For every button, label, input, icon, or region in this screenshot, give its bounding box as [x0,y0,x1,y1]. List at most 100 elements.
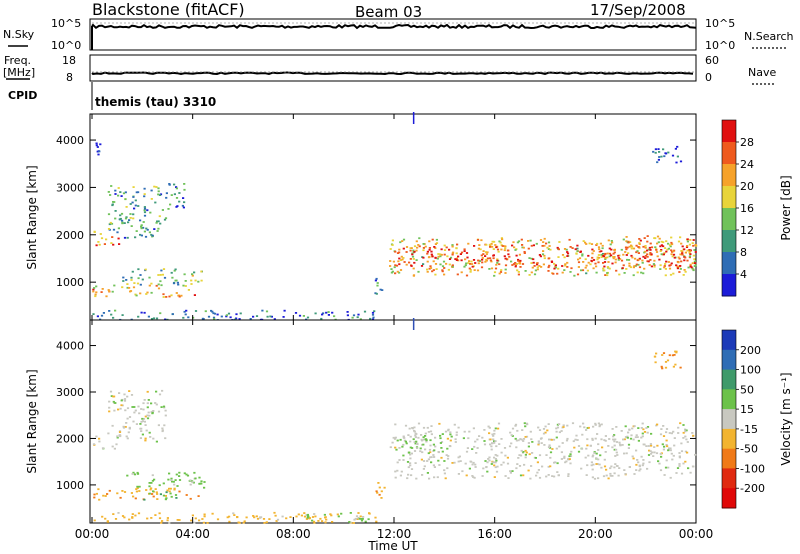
echo-cell [128,426,131,429]
colorbar-swatch [722,349,736,371]
echo-cell [149,488,152,491]
echo-cell [602,255,605,257]
y-tick-label: 2000 [56,432,84,445]
echo-cell [434,445,437,448]
echo-cell [394,250,397,253]
echo-cell [576,244,579,247]
echo-cell [681,245,684,248]
echo-cell [557,267,560,270]
echo-cell [434,273,437,276]
echo-cell [565,460,568,463]
echo-cell [165,296,168,298]
echo-cell [143,420,146,423]
echo-cell [494,427,497,430]
echo-cell [417,244,420,246]
echo-cell [663,474,666,476]
echo-cell [412,438,415,441]
echo-cell [399,269,403,271]
echo-cell [546,246,549,249]
echo-cell [517,240,521,243]
echo-cell [203,481,206,483]
echo-cell [460,251,464,254]
echo-cell [108,406,111,409]
echo-cell [412,267,415,270]
echo-cell [527,240,530,242]
echo-cell [136,471,139,474]
echo-cell [652,455,655,457]
echo-cell [97,153,100,156]
echo-cell [676,155,679,158]
colorbar-swatch [722,120,736,143]
echo-cell [547,248,550,250]
echo-cell [625,452,628,455]
echo-cell [136,487,139,489]
echo-cell [320,317,323,320]
echo-cell [163,424,166,427]
echo-cell [536,461,539,464]
echo-cell [460,271,463,274]
echo-cell [435,238,438,241]
echo-cell [140,225,143,228]
echo-cell [486,461,489,464]
echo-cell [675,350,678,353]
echo-cell [465,262,468,265]
echo-cell [144,268,147,271]
echo-cell [659,469,663,472]
echo-cell [226,516,229,519]
echo-cell [390,268,393,270]
echo-cell [140,227,143,230]
time-axis: 00:00 04:00 08:00 12:00 16:00 20:00 00:00 [75,527,714,541]
echo-cell [623,272,626,274]
echo-cell [566,437,569,440]
echo-cell [442,260,446,263]
echo-cell [156,493,159,495]
echo-cell [151,493,154,495]
echo-cell [163,276,167,279]
echo-cell [613,440,616,443]
echo-cell [137,205,140,207]
echo-cell [419,447,422,450]
echo-cell [521,263,525,265]
echo-cell [95,244,98,247]
echo-cell [676,145,679,148]
echo-cell [429,439,432,442]
echo-cell [148,276,151,279]
colorbar-tick-label: -200 [740,482,765,495]
echo-cell [678,455,681,458]
echo-cell [429,430,433,433]
echo-cell [410,474,413,477]
echo-cell [249,318,252,320]
echo-cell [665,459,668,462]
echo-cell [570,450,573,453]
echo-cell [694,262,697,264]
echo-cell [686,441,689,443]
echo-cell [158,512,161,515]
echo-cell [621,444,624,446]
echo-cell [140,421,143,423]
echo-cell [441,450,444,453]
echo-cell [601,446,604,449]
echo-cell [164,498,167,501]
echo-cell [165,196,168,199]
echo-cell [172,282,176,285]
echo-cell [646,467,649,470]
echo-cell [429,265,432,268]
echo-cell [108,400,111,403]
echo-cell [623,438,626,441]
echo-cell [190,519,193,522]
echo-cell [391,244,394,246]
echo-cell [175,473,178,476]
echo-cell [600,466,603,469]
echo-cell [670,249,673,252]
echo-cell [531,441,534,443]
echo-cell [451,253,454,256]
echo-cell [134,236,137,239]
echo-cell [660,365,663,368]
echo-cell [402,443,405,446]
echo-cell [422,256,425,259]
echo-cell [413,429,416,432]
echo-cell [461,470,464,473]
echo-cell [412,258,415,260]
echo-cell [191,273,194,276]
echo-cell [130,279,133,281]
